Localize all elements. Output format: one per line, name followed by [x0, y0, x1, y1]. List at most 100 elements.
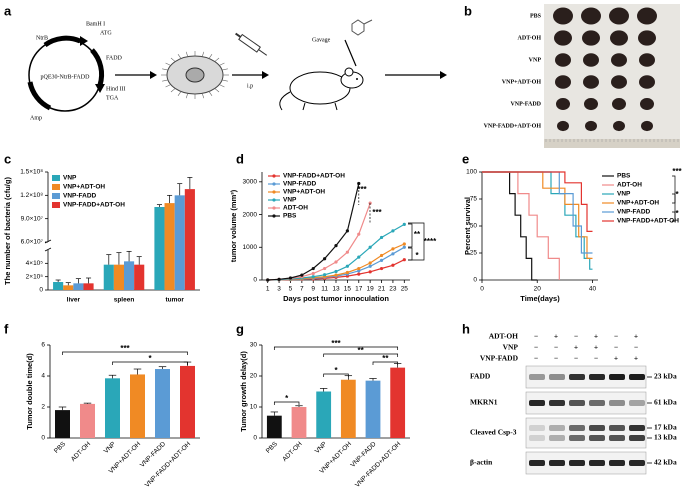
- significance: ***: [331, 339, 341, 348]
- size-label: 17 kDa: [654, 423, 677, 432]
- bar: [53, 282, 64, 290]
- y-tick-label: 25: [470, 250, 478, 257]
- x-tick-label: PBS: [265, 440, 280, 455]
- blot-band: [629, 400, 645, 406]
- significance: *: [675, 209, 679, 218]
- significance: *: [148, 354, 152, 363]
- flagellum: [165, 84, 171, 88]
- panel-label: b: [464, 3, 472, 18]
- tumor: [639, 75, 655, 89]
- treatment-sign: −: [574, 332, 578, 341]
- band-label: β-actin: [470, 458, 493, 467]
- site-label: ATG: [100, 30, 112, 36]
- x-axis-label: Time(days): [520, 294, 560, 303]
- x-tick-label: 25: [401, 286, 409, 293]
- panel-label: e: [462, 151, 469, 166]
- data-point: [379, 266, 384, 271]
- x-tick-label: 23: [389, 286, 397, 293]
- x-tick-label: 7: [300, 286, 304, 293]
- x-tick-label: spleen: [114, 297, 135, 304]
- bar: [365, 380, 381, 438]
- blot-band: [629, 425, 645, 431]
- bar: [154, 207, 165, 290]
- flagellum: [221, 79, 228, 82]
- data-point: [368, 261, 372, 265]
- treatment-sign: +: [574, 343, 578, 352]
- data-point: [368, 270, 372, 274]
- bracket: [323, 353, 399, 357]
- data-point: [334, 260, 338, 264]
- x-tick-label: PBS: [53, 440, 68, 455]
- legend-label: VNP: [63, 175, 77, 182]
- x-tick-label: 15: [344, 286, 352, 293]
- blot-band: [629, 460, 645, 466]
- legend-marker: [272, 190, 276, 194]
- blot-band: [589, 460, 605, 466]
- blot-band: [529, 400, 545, 406]
- x-tick-label: 11: [321, 286, 328, 293]
- y-tick-label: 6.0×10⁷: [21, 239, 44, 246]
- significance: ***: [672, 167, 682, 176]
- legend-label: ADT-OH: [617, 182, 642, 189]
- bacterium: [161, 51, 229, 99]
- tumor: [582, 30, 600, 46]
- y-tick-label: 20: [250, 373, 258, 380]
- legend-marker: [272, 214, 276, 218]
- bracket: [408, 223, 413, 248]
- blot-band: [629, 374, 645, 380]
- band-label: MKRN1: [470, 398, 498, 407]
- y-tick-label: 2×10⁵: [26, 273, 44, 280]
- legend-swatch: [52, 184, 60, 190]
- x-tick-label: 9: [311, 286, 315, 293]
- x-tick-label: tumor: [165, 297, 184, 304]
- tumor: [583, 53, 599, 67]
- ruler-ticks: [545, 139, 679, 142]
- blot-band: [569, 435, 585, 441]
- bar: [184, 189, 195, 290]
- data-point: [334, 244, 338, 248]
- data-point: [266, 278, 270, 282]
- flagellum: [165, 62, 171, 66]
- bacterium-core: [185, 67, 205, 83]
- bar: [266, 415, 282, 438]
- bar: [174, 195, 185, 290]
- significance: *: [285, 394, 289, 403]
- tumor: [637, 7, 657, 25]
- plunger: [235, 32, 242, 38]
- blot-band: [549, 460, 565, 466]
- arrowhead: [80, 36, 88, 46]
- legend-label: VNP-FADD: [283, 181, 317, 188]
- diagram: [27, 19, 447, 112]
- blot-band: [549, 400, 565, 406]
- legend-label: VNP: [283, 197, 297, 204]
- mouse-body: [289, 71, 351, 105]
- tumor: [609, 7, 629, 25]
- legend-label: PBS: [617, 173, 631, 180]
- data-point: [379, 253, 384, 258]
- significance: ****: [424, 237, 437, 246]
- bracket: [112, 361, 188, 365]
- y-tick-label: 0: [473, 277, 477, 284]
- data-point: [345, 229, 349, 233]
- y-tick-label: 10: [250, 404, 258, 411]
- legend-label: VNP: [617, 191, 631, 198]
- data-point: [345, 270, 349, 275]
- blot-band: [569, 425, 585, 431]
- tumor: [639, 53, 655, 67]
- legend-label: VNP-FADD: [617, 209, 651, 216]
- ruler: [544, 139, 680, 148]
- bar: [134, 264, 145, 290]
- panel-label: d: [236, 151, 244, 166]
- axis-break: [44, 247, 52, 252]
- data-point: [391, 247, 395, 251]
- legend-label: VNP-FADD: [63, 193, 97, 200]
- legend-marker: [272, 206, 276, 210]
- data-point: [334, 269, 338, 274]
- tumor: [581, 7, 601, 25]
- x-tick-label: 21: [378, 286, 386, 293]
- bar: [55, 410, 70, 438]
- y-tick-label: 2000: [243, 211, 258, 218]
- bar: [291, 407, 307, 438]
- group-label: VNP: [529, 57, 542, 63]
- legend-label: PBS: [283, 213, 297, 220]
